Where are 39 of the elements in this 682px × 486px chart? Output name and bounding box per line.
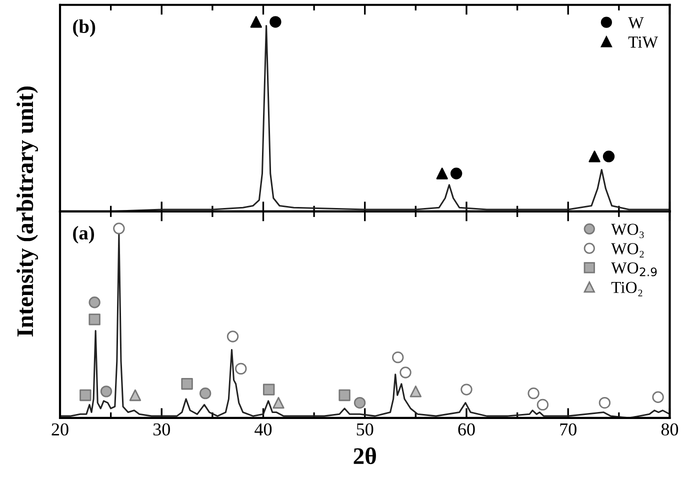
point <box>528 387 540 400</box>
point <box>652 391 664 403</box>
legend-label: WO₂ <box>611 243 644 258</box>
point <box>262 384 275 396</box>
point <box>400 366 412 378</box>
point <box>129 389 142 402</box>
point <box>354 396 366 409</box>
point <box>199 387 212 400</box>
point <box>113 222 125 234</box>
x-tick-label: 20 <box>52 423 68 436</box>
annotation: (b) <box>73 19 96 37</box>
point <box>410 386 422 398</box>
point <box>272 396 284 409</box>
legend-label: WO$_{2.9}$ <box>611 262 657 276</box>
y-axis-title: Intensity (arbitrary unit) <box>16 86 38 337</box>
x-tick-label: 30 <box>153 423 170 436</box>
point <box>88 296 100 308</box>
legend-label: TiO₂ <box>611 282 642 296</box>
point <box>392 351 404 364</box>
x-tick-label: 50 <box>356 423 374 436</box>
x-tick-label: 40 <box>254 423 272 436</box>
x-tick-label: 60 <box>458 423 475 436</box>
legend-label: WO₃ <box>611 224 644 238</box>
point <box>338 389 350 402</box>
legend-label: W <box>628 17 644 28</box>
x-tick-label: 70 <box>560 423 576 436</box>
point <box>235 362 247 375</box>
x-axis-title: 2θ <box>354 447 376 464</box>
point <box>88 314 100 326</box>
x-tick-label: 80 <box>661 423 678 436</box>
point <box>226 330 239 342</box>
point <box>460 384 472 396</box>
legend-label: TiW <box>628 36 658 48</box>
point <box>181 378 193 390</box>
point <box>100 386 112 398</box>
point <box>598 396 611 409</box>
point <box>80 389 92 402</box>
point <box>536 398 549 411</box>
annotation: (a) <box>73 226 94 244</box>
